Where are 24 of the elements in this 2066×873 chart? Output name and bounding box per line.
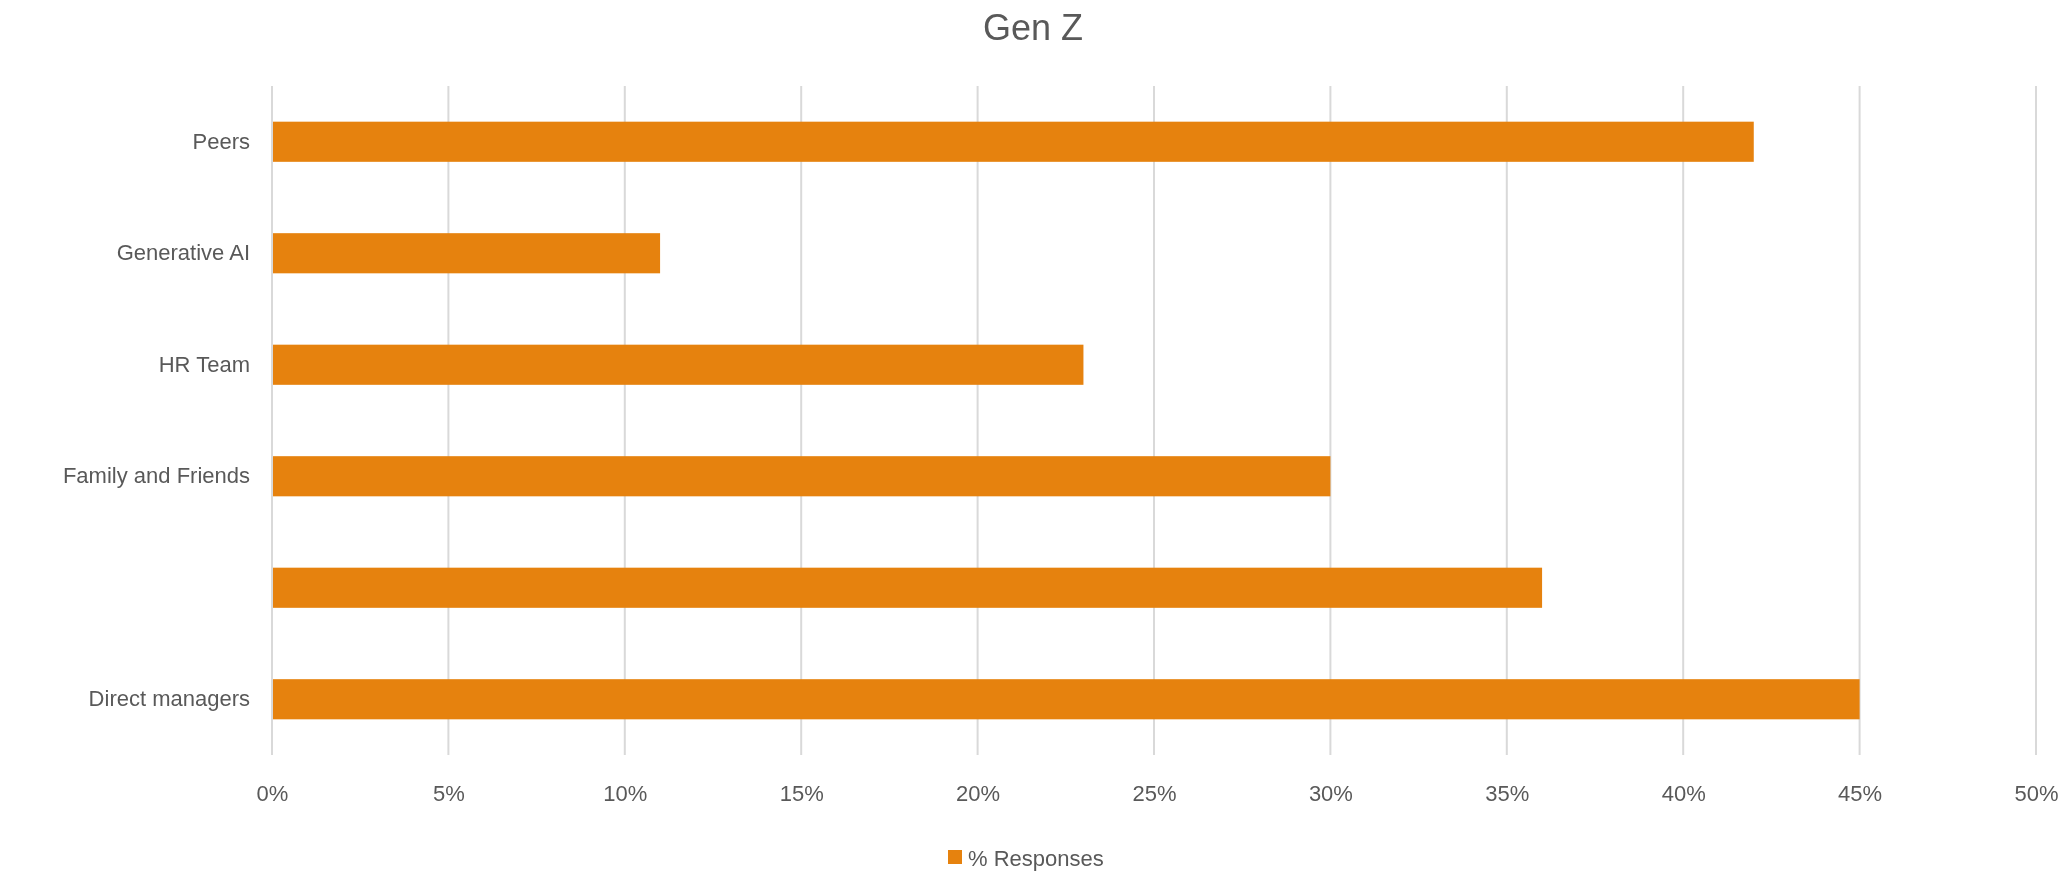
bar bbox=[272, 121, 1754, 162]
x-tick-label: 20% bbox=[956, 780, 1001, 806]
y-tick-label: Family and Friends bbox=[62, 463, 250, 489]
x-tick-label: 0% bbox=[256, 780, 289, 806]
y-tick-label: Generative AI bbox=[116, 240, 250, 266]
x-tick-label: 30% bbox=[1308, 780, 1353, 806]
x-tick-label: 35% bbox=[1485, 780, 1530, 806]
x-tick-label: 45% bbox=[1838, 780, 1883, 806]
y-tick-label: Peers bbox=[192, 128, 250, 154]
x-tick-label: 50% bbox=[2014, 780, 2059, 806]
y-tick-label: Direct managers bbox=[88, 686, 250, 712]
legend-label: % Responses bbox=[968, 845, 1104, 871]
x-tick-label: 25% bbox=[1132, 780, 1177, 806]
bar bbox=[272, 456, 1331, 497]
x-tick-label: 5% bbox=[433, 780, 465, 806]
bar bbox=[272, 567, 1543, 608]
x-tick-label: 15% bbox=[779, 780, 824, 806]
bar bbox=[272, 679, 1860, 720]
x-tick-label: 40% bbox=[1661, 780, 1706, 806]
chart-title: Gen Z bbox=[982, 7, 1084, 48]
bar bbox=[272, 344, 1084, 385]
y-tick-label: HR Team bbox=[158, 351, 250, 377]
bar bbox=[272, 233, 661, 274]
x-tick-label: 10% bbox=[603, 780, 648, 806]
